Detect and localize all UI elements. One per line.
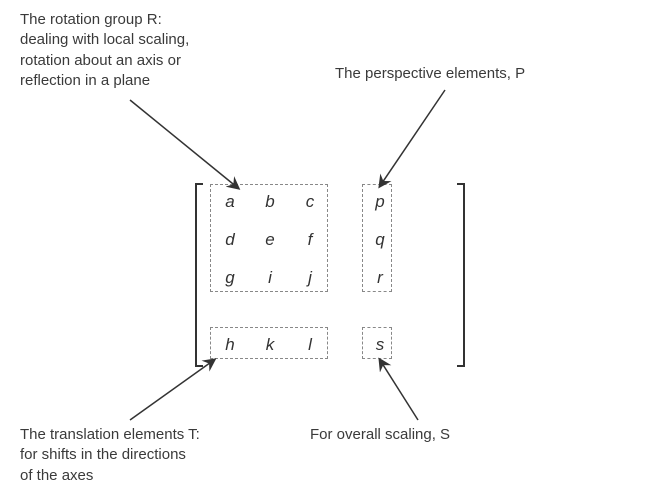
matrix-cell: h xyxy=(220,335,240,355)
matrix-cell: e xyxy=(260,230,280,250)
matrix-cell: d xyxy=(220,230,240,250)
matrix-cell: s xyxy=(370,335,390,355)
matrix-cell: g xyxy=(220,268,240,288)
translation-label: The translation elements T:for shifts in… xyxy=(20,425,200,486)
matrix-cell: c xyxy=(300,192,320,212)
bracket-left xyxy=(195,183,203,367)
matrix-cell: p xyxy=(370,192,390,212)
matrix-cell: a xyxy=(220,192,240,212)
matrix-cell: f xyxy=(300,230,320,250)
rotation-label: The rotation group R:dealing with local … xyxy=(20,10,189,91)
matrix-cell: l xyxy=(300,335,320,355)
matrix: abc p def q gij r hkl s xyxy=(195,180,465,370)
rotation-arrow xyxy=(130,100,238,188)
bracket-right xyxy=(457,183,465,367)
matrix-cell: j xyxy=(300,268,320,288)
matrix-cell: b xyxy=(260,192,280,212)
perspective-arrow xyxy=(380,90,445,186)
matrix-cell: i xyxy=(260,268,280,288)
matrix-cell: r xyxy=(370,268,390,288)
perspective-label: The perspective elements, P xyxy=(335,64,525,84)
scaling-label: For overall scaling, S xyxy=(310,425,450,445)
matrix-cell: k xyxy=(260,335,280,355)
matrix-cell: q xyxy=(370,230,390,250)
